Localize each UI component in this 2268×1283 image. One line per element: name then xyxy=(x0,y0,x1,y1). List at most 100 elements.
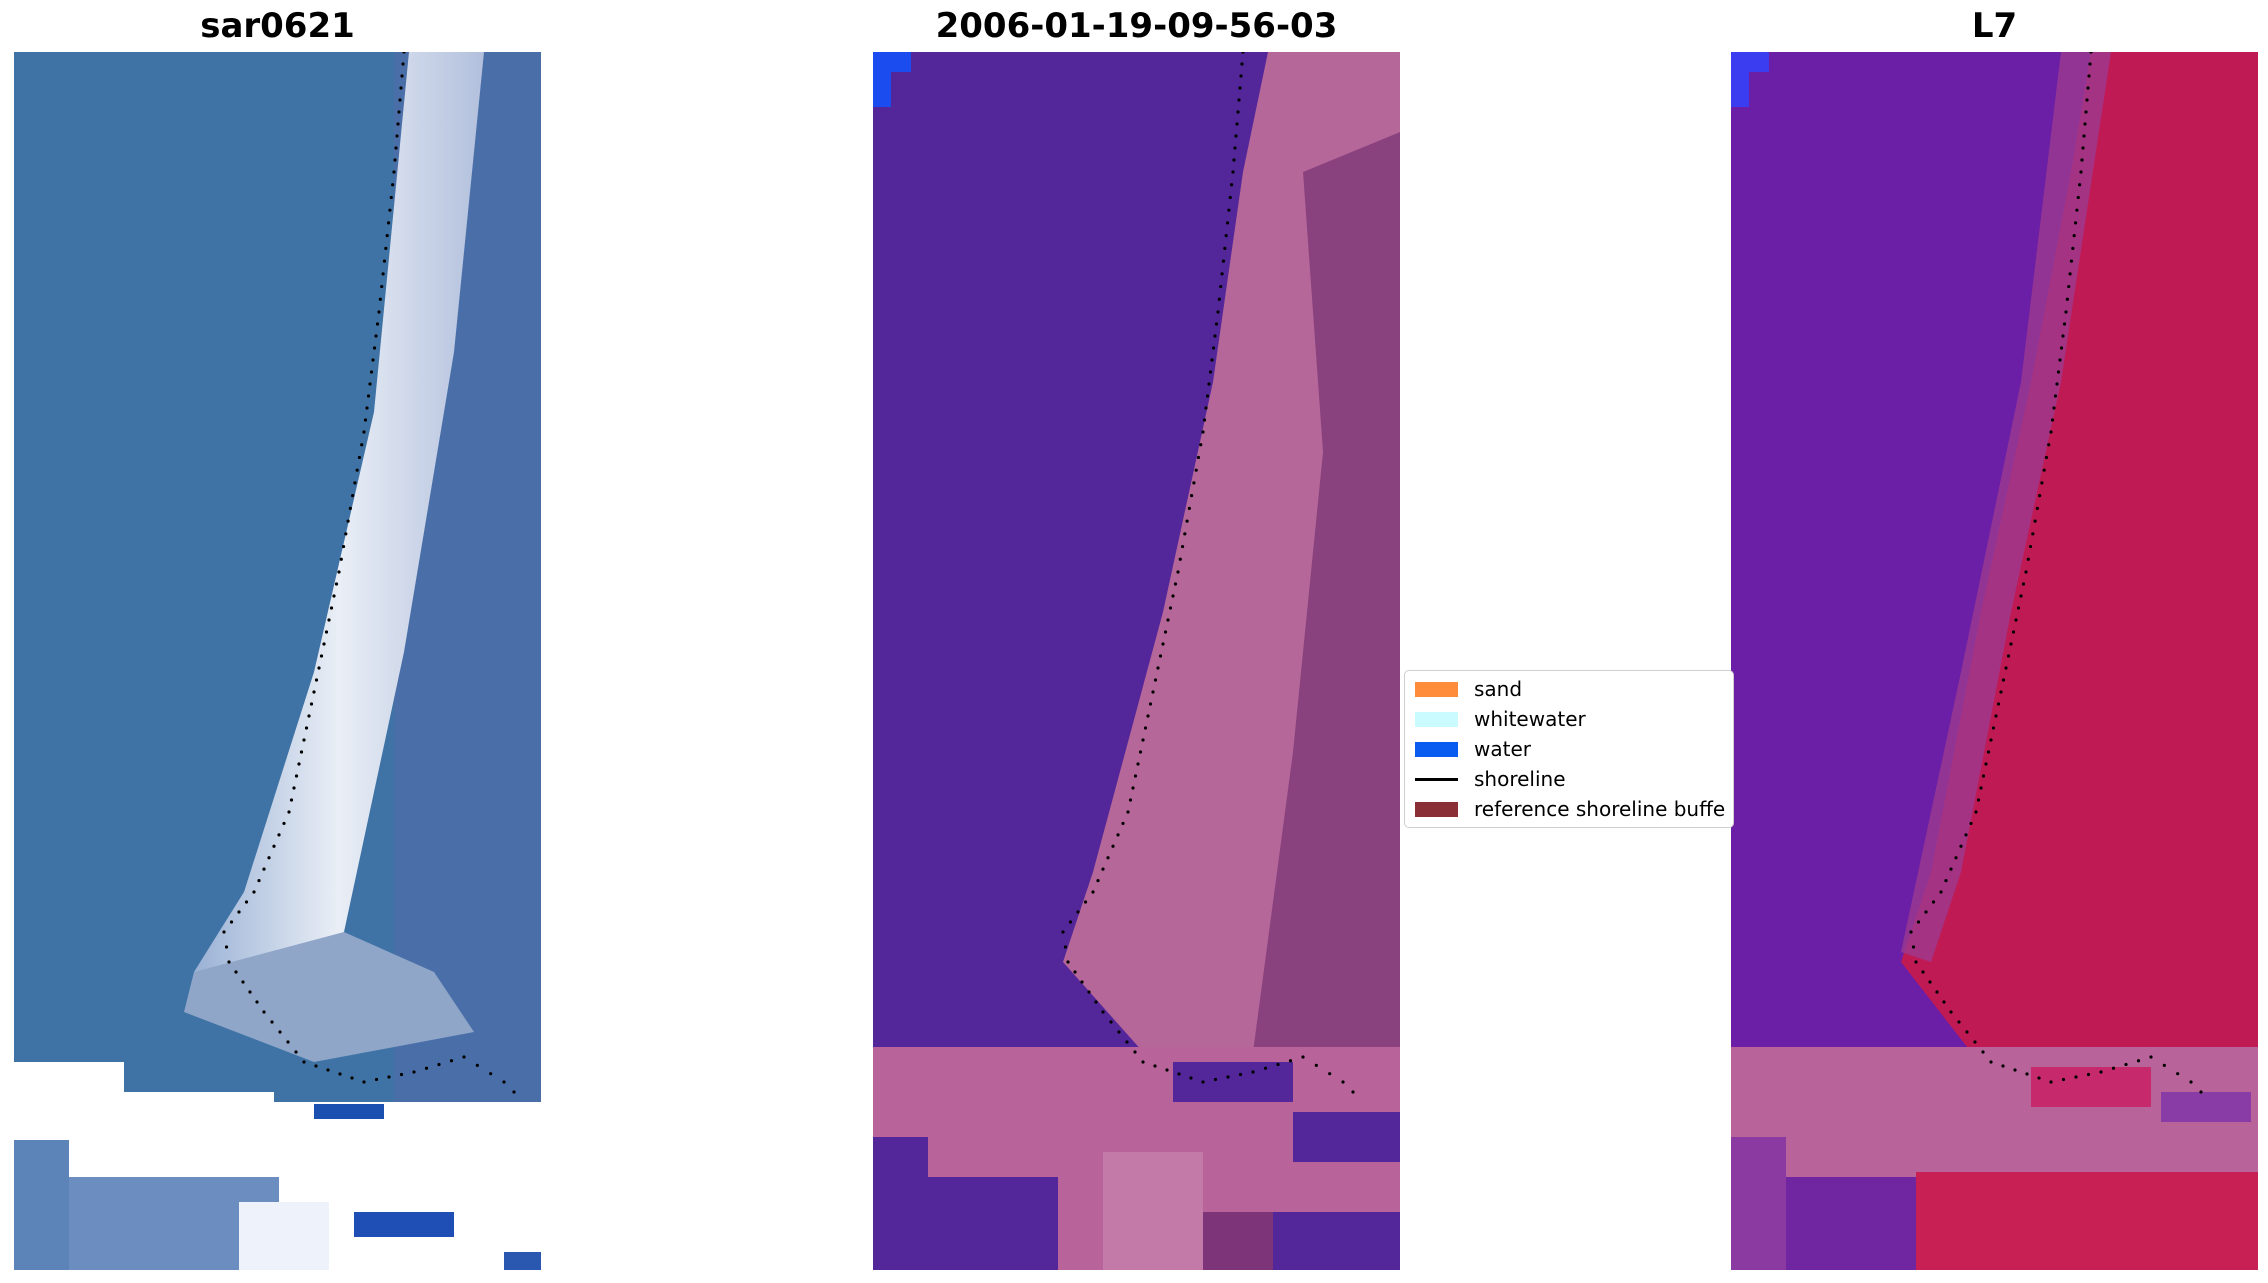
shoreline-dot xyxy=(2001,1064,2005,1068)
shoreline-dot xyxy=(1957,1020,1961,1024)
shoreline-dot xyxy=(229,920,234,924)
shoreline-dot xyxy=(1924,910,1928,914)
shoreline-dot xyxy=(2025,1072,2029,1076)
shoreline-dot xyxy=(1351,1090,1355,1094)
legend-swatch-whitewater xyxy=(1415,711,1458,727)
shoreline-dot xyxy=(314,678,319,682)
shoreline-dot xyxy=(222,930,226,934)
false-color-image-panel xyxy=(1731,52,2258,1270)
shoreline-dot xyxy=(1301,1055,1305,1059)
legend-label-shoreline: shoreline xyxy=(1474,767,1566,791)
shoreline-dot xyxy=(1204,406,1208,410)
shoreline-dot xyxy=(1230,183,1234,187)
shoreline-dot xyxy=(2011,630,2016,634)
shoreline-dot xyxy=(1087,990,1091,994)
shoreline-dot xyxy=(2069,259,2074,263)
shoreline-dot xyxy=(2062,322,2067,326)
shoreline-dot xyxy=(1125,1040,1129,1044)
shoreline-dot xyxy=(1201,1080,1205,1084)
shoreline-dot xyxy=(384,246,388,250)
shoreline-dot xyxy=(412,1070,416,1074)
shoreline-dot xyxy=(307,714,311,718)
shoreline-dot xyxy=(270,1020,274,1024)
shoreline-dot xyxy=(1138,750,1143,754)
shoreline-dot xyxy=(1133,774,1138,778)
shoreline-dot xyxy=(2124,1062,2128,1067)
legend-label-sand: sand xyxy=(1474,677,1523,701)
shoreline-dot xyxy=(297,762,301,766)
shoreline-dot xyxy=(224,945,229,949)
shoreline-dot xyxy=(1949,867,1953,871)
shoreline-dot xyxy=(437,1062,441,1067)
shoreline-dot xyxy=(2136,1059,2141,1063)
shoreline-dot xyxy=(2078,183,2082,187)
shoreline-dot xyxy=(385,234,389,238)
shoreline-dot xyxy=(402,52,406,54)
shoreline-dot xyxy=(2040,481,2044,485)
shoreline-dot xyxy=(362,430,366,434)
shoreline-dot xyxy=(1201,430,1205,434)
shoreline-dot xyxy=(1148,702,1153,706)
shoreline-dot xyxy=(1994,714,1998,718)
shoreline-dot xyxy=(2052,406,2056,410)
shoreline-dot xyxy=(2061,334,2065,338)
shoreline-dot xyxy=(1178,557,1182,561)
shoreline-dot xyxy=(1221,259,1226,263)
shoreline-dot xyxy=(2079,170,2083,174)
shoreline-dot xyxy=(391,183,395,187)
shoreline-dot xyxy=(388,208,392,212)
shoreline-dot xyxy=(1239,74,1243,78)
shoreline-dot xyxy=(1276,1062,1280,1067)
shoreline-dots xyxy=(222,52,516,1094)
shoreline-dot xyxy=(374,1077,379,1082)
shoreline-dot xyxy=(374,334,378,338)
legend-label-whitewater: whitewater xyxy=(1474,707,1586,731)
shoreline-dot xyxy=(1066,960,1070,964)
shoreline-dot xyxy=(1153,678,1158,682)
shoreline-dot xyxy=(287,810,291,814)
shoreline-dot xyxy=(1143,726,1148,730)
shoreline-dot xyxy=(372,346,377,350)
shoreline-dot xyxy=(346,519,350,523)
shoreline-dot xyxy=(2049,1080,2053,1084)
legend-item-sand: sand xyxy=(1415,676,1522,702)
shoreline-dot xyxy=(1931,900,1936,904)
shoreline-dot xyxy=(363,418,368,422)
shoreline-dot xyxy=(237,910,241,914)
shoreline-dot xyxy=(1238,86,1242,90)
shoreline-dot xyxy=(1969,821,1973,826)
shoreline-dot xyxy=(1208,370,1213,374)
shoreline-dot xyxy=(355,468,359,472)
shoreline-dot xyxy=(1176,570,1180,574)
shoreline-dot xyxy=(1199,443,1203,447)
shoreline-dot xyxy=(1949,1010,1953,1014)
shoreline-dot xyxy=(397,110,401,114)
shoreline-dots xyxy=(1061,52,1355,1094)
shoreline-dot xyxy=(286,1040,290,1044)
shoreline-dot xyxy=(2083,122,2087,126)
shoreline-dot xyxy=(1161,642,1165,646)
shoreline-dot xyxy=(1192,481,1196,485)
shoreline-dot xyxy=(2076,195,2080,200)
shoreline-dot xyxy=(2086,1072,2091,1077)
shoreline-dot xyxy=(386,221,391,225)
shoreline-dot xyxy=(1226,1075,1230,1079)
shoreline-dot xyxy=(360,443,364,447)
shoreline-dot xyxy=(2067,284,2071,289)
shoreline-dot xyxy=(2044,455,2049,460)
shoreline-dot xyxy=(329,606,334,610)
shoreline-dot xyxy=(317,666,321,670)
shoreline-dot xyxy=(1232,158,1236,162)
shoreline-dot xyxy=(1921,970,1925,974)
shoreline-dot xyxy=(365,406,369,410)
shoreline-dot xyxy=(2065,297,2069,301)
shoreline-dot xyxy=(2111,1066,2116,1070)
shoreline-dot xyxy=(1999,690,2003,694)
shoreline-dot xyxy=(2071,246,2075,250)
shoreline-dot xyxy=(1251,1070,1255,1074)
shoreline-dot xyxy=(248,990,252,994)
legend-item-reference-buffer: reference shoreline buffe xyxy=(1415,796,1725,822)
shoreline-dot xyxy=(322,642,326,646)
shoreline-dot xyxy=(394,146,398,150)
shoreline-dot xyxy=(2085,98,2089,102)
